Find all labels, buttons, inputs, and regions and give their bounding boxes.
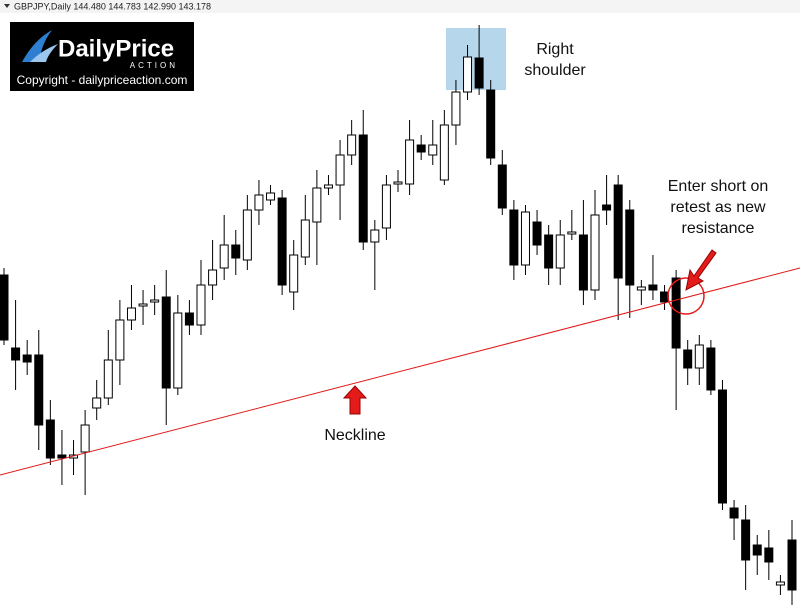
- candle-body: [242, 209, 252, 261]
- header-bar: [0, 0, 800, 13]
- candle-body: [196, 284, 206, 326]
- chart-title: GBPJPY,Daily 144.480 144.783 142.990 143…: [14, 1, 211, 11]
- annotations: Right shoulder Neckline Enter short on retes…: [324, 41, 768, 444]
- candle-body: [335, 154, 345, 186]
- candle-body: [636, 286, 646, 291]
- candle-body: [706, 347, 716, 391]
- candle-body: [126, 307, 136, 321]
- candle-body: [602, 204, 612, 211]
- candle-body: [312, 187, 322, 223]
- candle-body: [219, 244, 229, 269]
- candle-body: [613, 184, 623, 279]
- candle-body: [486, 89, 496, 159]
- logo-brand: DailyPrice: [58, 35, 174, 62]
- candle-body: [34, 354, 44, 426]
- candle-body: [416, 144, 426, 153]
- candle-body: [717, 389, 727, 504]
- logo-icon: [22, 30, 52, 62]
- candle-body: [520, 211, 530, 266]
- candle-body: [323, 184, 333, 189]
- candle-body: [150, 299, 160, 303]
- candle-body: [138, 303, 148, 307]
- neckline: [0, 267, 800, 476]
- candles: [0, 25, 797, 605]
- candle-body: [347, 134, 357, 156]
- annotation: resistance: [682, 220, 755, 237]
- candle-body: [497, 164, 507, 209]
- candle-body: [578, 234, 588, 291]
- candle-body: [752, 544, 762, 556]
- candle-body: [300, 219, 310, 258]
- candle-body: [648, 284, 658, 291]
- candle-body: [231, 244, 241, 259]
- copyright: Copyright - dailypriceaction.com: [17, 73, 188, 87]
- candle-body: [103, 359, 113, 399]
- logo-tagline: ACTION: [130, 61, 178, 70]
- candle-body: [544, 234, 554, 269]
- candle-body: [254, 194, 264, 211]
- candle-body: [683, 349, 693, 369]
- neckline-arrow: [342, 385, 368, 415]
- candle-body: [11, 347, 21, 361]
- candle-body: [405, 139, 415, 185]
- annotation: Right: [536, 41, 574, 58]
- candle-body: [555, 234, 565, 269]
- candle-body: [787, 539, 797, 591]
- candle-body: [358, 134, 368, 243]
- candle-body: [370, 229, 380, 243]
- candle-body: [45, 419, 55, 459]
- candle-body: [694, 344, 704, 369]
- candle-body: [381, 184, 391, 229]
- candle-body: [173, 312, 183, 389]
- candle-body: [451, 91, 461, 126]
- candle-body: [463, 56, 473, 93]
- retest-arrow: [685, 249, 717, 291]
- candle-body: [184, 312, 194, 326]
- candle-body: [393, 181, 403, 185]
- candle-body: [474, 57, 484, 89]
- candle-body: [0, 274, 9, 341]
- candle-body: [115, 319, 125, 361]
- candle-body: [532, 221, 542, 246]
- candle-body: [80, 424, 90, 453]
- candle-body: [92, 397, 102, 409]
- candle-body: [729, 507, 739, 519]
- candle-body: [625, 209, 635, 286]
- candle-body: [428, 144, 438, 156]
- retest-circle: [667, 277, 705, 315]
- candle-body: [590, 214, 600, 291]
- candle-body: [764, 547, 774, 563]
- annotation: shoulder: [524, 62, 586, 79]
- logo-icon: [30, 44, 58, 62]
- candle-body: [57, 454, 67, 459]
- candle-body: [567, 231, 577, 235]
- annotation: Enter short on: [668, 178, 769, 195]
- annotation: retest as new: [670, 199, 766, 216]
- candle-body: [509, 209, 519, 266]
- candle-body: [161, 296, 171, 389]
- candle-body: [266, 192, 276, 201]
- header-arrow: [4, 4, 10, 8]
- candle-body: [741, 519, 751, 561]
- candle-body: [277, 197, 287, 286]
- candle-body: [289, 254, 299, 293]
- candle-body: [208, 269, 218, 286]
- candle-body: [775, 581, 785, 586]
- candle-body: [22, 354, 32, 363]
- annotation: Neckline: [324, 427, 385, 444]
- candle-body: [439, 124, 449, 181]
